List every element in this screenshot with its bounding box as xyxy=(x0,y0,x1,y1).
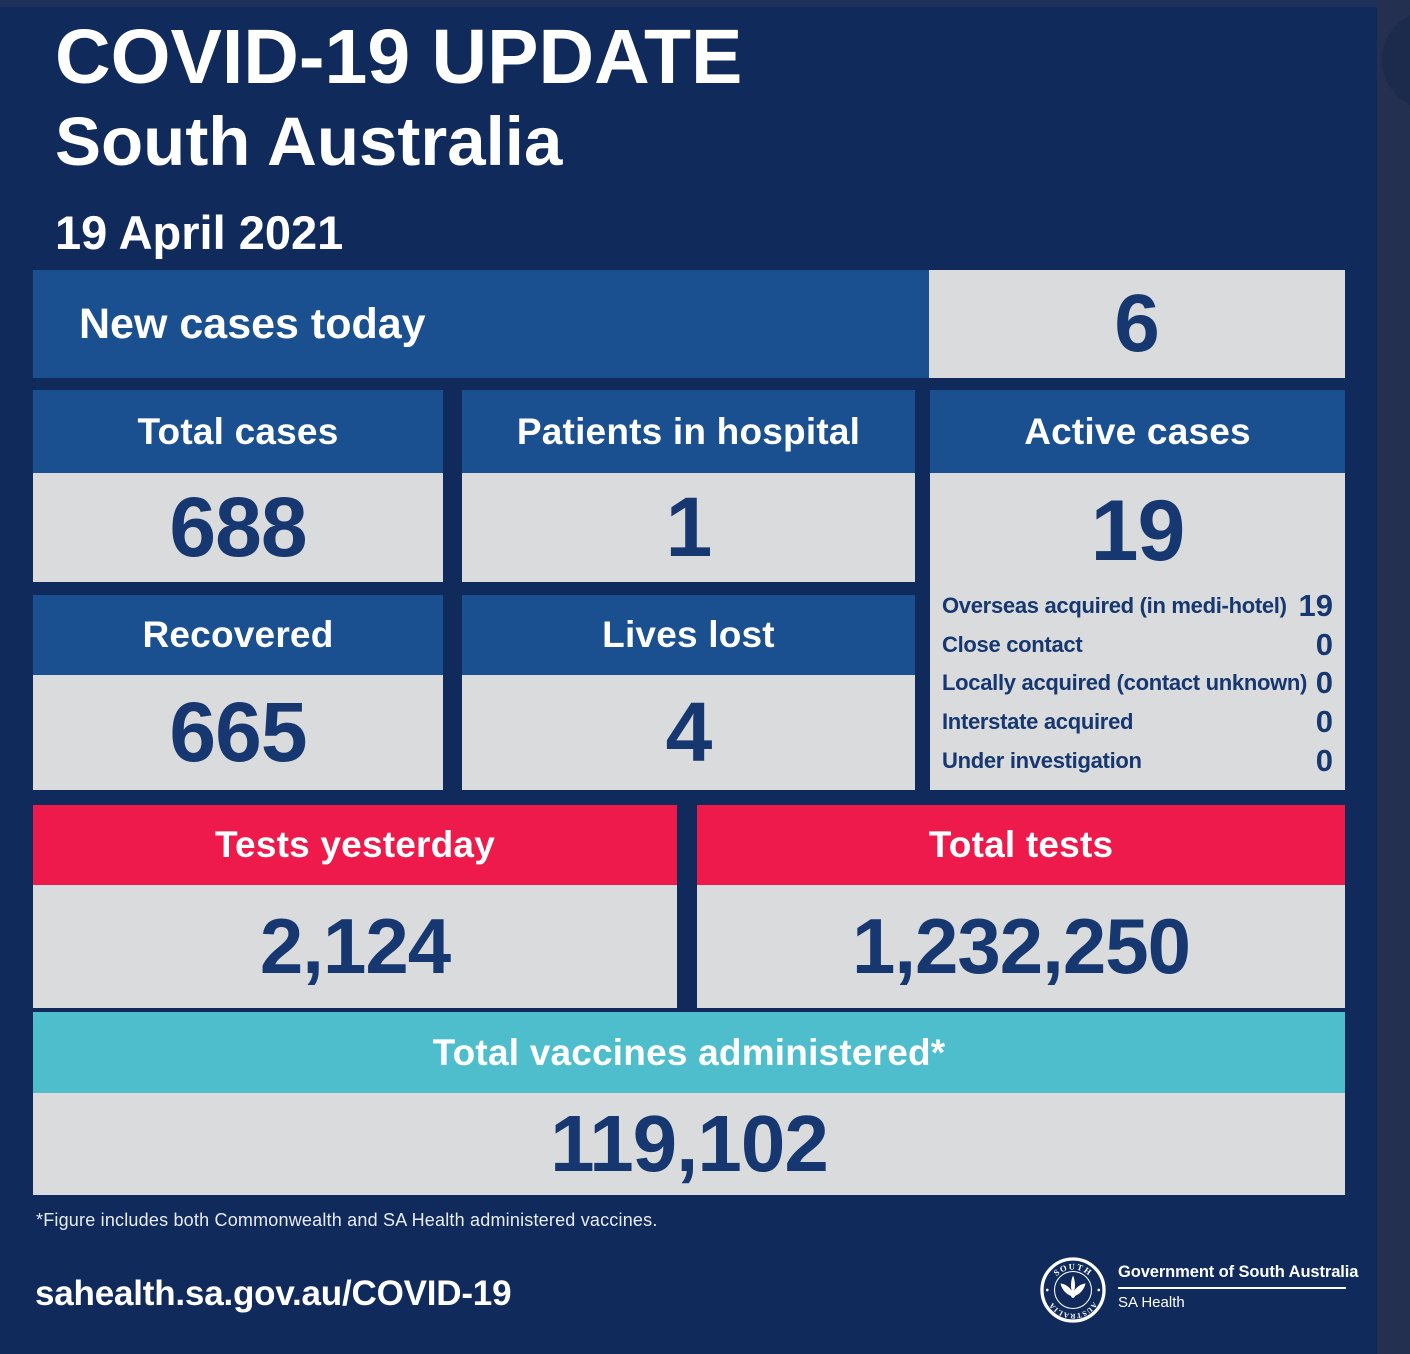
breakdown-value: 0 xyxy=(1315,704,1333,740)
agency-name: SA Health xyxy=(1118,1294,1185,1311)
patients-in-hospital-panel: Patients in hospital 1 xyxy=(462,390,915,582)
recovered-label: Recovered xyxy=(33,595,443,675)
active-cases-value: 19 xyxy=(1090,482,1186,579)
vaccines-footnote: *Figure includes both Commonwealth and S… xyxy=(36,1210,658,1230)
right-edge-strip xyxy=(1377,0,1410,1354)
total-tests-value: 1,232,250 xyxy=(697,885,1345,1008)
lives-lost-panel: Lives lost 4 xyxy=(462,595,915,790)
lives-lost-value: 4 xyxy=(462,675,915,790)
active-cases-panel: Active cases 19 Overseas acquired (in me… xyxy=(930,390,1345,790)
new-cases-panel: New cases today 6 xyxy=(33,270,1345,378)
page-title: COVID-19 UPDATE xyxy=(55,14,743,100)
breakdown-label: Overseas acquired (in medi-hotel) xyxy=(942,592,1287,618)
breakdown-row-interstate: Interstate acquired 0 xyxy=(942,704,1333,740)
breakdown-value: 19 xyxy=(1298,587,1333,623)
new-cases-label: New cases today xyxy=(33,270,929,378)
government-branding: Government of South Australia SA Health xyxy=(1118,1263,1359,1311)
breakdown-row-under-investigation: Under investigation 0 xyxy=(942,743,1333,779)
active-cases-label: Active cases xyxy=(930,390,1345,473)
south-australia-seal-icon: SOUTH AUSTRALIA xyxy=(1040,1257,1106,1323)
tests-yesterday-panel: Tests yesterday 2,124 xyxy=(33,805,677,1008)
government-name: Government of South Australia xyxy=(1118,1263,1359,1281)
report-date: 19 April 2021 xyxy=(55,205,344,259)
tests-yesterday-label: Tests yesterday xyxy=(33,805,677,885)
breakdown-value: 0 xyxy=(1315,626,1333,662)
branding-divider xyxy=(1118,1287,1346,1289)
total-cases-label: Total cases xyxy=(33,390,443,473)
sa-health-url: sahealth.sa.gov.au/COVID-19 xyxy=(35,1274,512,1313)
lives-lost-label: Lives lost xyxy=(462,595,915,675)
breakdown-row-overseas: Overseas acquired (in medi-hotel) 19 xyxy=(942,588,1333,624)
breakdown-label: Interstate acquired xyxy=(942,709,1134,735)
breakdown-row-close-contact: Close contact 0 xyxy=(942,627,1333,663)
total-cases-panel: Total cases 688 xyxy=(33,390,443,582)
breakdown-label: Under investigation xyxy=(942,748,1142,774)
breakdown-value: 0 xyxy=(1315,743,1333,779)
tests-yesterday-value: 2,124 xyxy=(33,885,677,1008)
header-block: COVID-19 UPDATE South Australia 19 April… xyxy=(55,14,742,260)
vaccines-value: 119,102 xyxy=(33,1093,1345,1195)
breakdown-label: Close contact xyxy=(942,631,1083,657)
breakdown-value: 0 xyxy=(1315,665,1333,701)
total-cases-value: 688 xyxy=(33,473,443,582)
patients-in-hospital-value: 1 xyxy=(462,473,915,582)
page-subtitle: South Australia xyxy=(55,103,563,181)
patients-in-hospital-label: Patients in hospital xyxy=(462,390,915,473)
top-edge-hairline xyxy=(0,0,1377,7)
active-cases-body: 19 Overseas acquired (in medi-hotel) 19 … xyxy=(930,473,1345,790)
piping-shrike-bird-icon xyxy=(1060,1275,1086,1298)
recovered-value: 665 xyxy=(33,675,443,790)
vaccines-label: Total vaccines administered* xyxy=(33,1012,1345,1093)
breakdown-label: Locally acquired (contact unknown) xyxy=(942,670,1308,696)
total-tests-label: Total tests xyxy=(697,805,1345,885)
breakdown-row-locally-acquired: Locally acquired (contact unknown) 0 xyxy=(942,665,1333,701)
recovered-panel: Recovered 665 xyxy=(33,595,443,790)
total-tests-panel: Total tests 1,232,250 xyxy=(697,805,1345,1008)
background-circle-decoration xyxy=(1382,10,1410,110)
active-cases-breakdown: Overseas acquired (in medi-hotel) 19 Clo… xyxy=(930,583,1345,790)
vaccines-panel: Total vaccines administered* 119,102 xyxy=(33,1012,1345,1195)
new-cases-value: 6 xyxy=(929,270,1345,378)
